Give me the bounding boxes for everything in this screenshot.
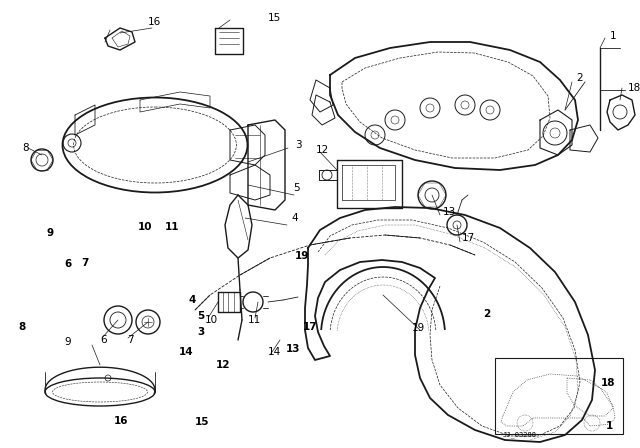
Text: 4: 4 bbox=[189, 295, 196, 305]
Text: 19: 19 bbox=[294, 251, 308, 261]
Text: 19: 19 bbox=[412, 323, 425, 333]
Text: 7: 7 bbox=[81, 258, 89, 268]
Text: 3: 3 bbox=[295, 140, 301, 150]
Text: 10: 10 bbox=[205, 315, 218, 325]
Text: 18: 18 bbox=[628, 83, 640, 93]
Text: 9: 9 bbox=[64, 337, 70, 347]
Text: 2: 2 bbox=[483, 309, 490, 319]
Text: 12: 12 bbox=[216, 360, 230, 370]
Text: 6: 6 bbox=[100, 335, 107, 345]
Text: 7: 7 bbox=[127, 335, 134, 345]
Text: 5: 5 bbox=[197, 311, 204, 321]
Text: 2: 2 bbox=[576, 73, 582, 83]
Text: JJ_03288: JJ_03288 bbox=[503, 431, 537, 438]
Text: 1: 1 bbox=[610, 31, 616, 41]
Text: 15: 15 bbox=[268, 13, 281, 23]
Text: 5: 5 bbox=[293, 183, 300, 193]
Text: 17: 17 bbox=[303, 322, 317, 332]
Text: 3: 3 bbox=[197, 327, 204, 336]
Text: 14: 14 bbox=[268, 347, 281, 357]
Text: 4: 4 bbox=[291, 213, 298, 223]
Text: 12: 12 bbox=[316, 145, 329, 155]
Text: 13: 13 bbox=[285, 344, 300, 353]
Text: 15: 15 bbox=[195, 417, 210, 427]
Bar bbox=[495, 358, 623, 434]
Text: 9: 9 bbox=[46, 228, 53, 238]
Text: 6: 6 bbox=[64, 259, 71, 269]
Text: 13: 13 bbox=[443, 207, 456, 217]
Text: 14: 14 bbox=[179, 347, 194, 357]
Text: 10: 10 bbox=[138, 222, 152, 232]
Text: 8: 8 bbox=[18, 322, 25, 332]
Text: 16: 16 bbox=[114, 416, 129, 426]
Text: 11: 11 bbox=[164, 222, 179, 232]
Text: 17: 17 bbox=[462, 233, 476, 243]
Text: 16: 16 bbox=[148, 17, 161, 27]
Text: 1: 1 bbox=[605, 422, 612, 431]
Text: 11: 11 bbox=[248, 315, 261, 325]
Text: 18: 18 bbox=[600, 378, 615, 388]
Text: 8: 8 bbox=[22, 143, 29, 153]
